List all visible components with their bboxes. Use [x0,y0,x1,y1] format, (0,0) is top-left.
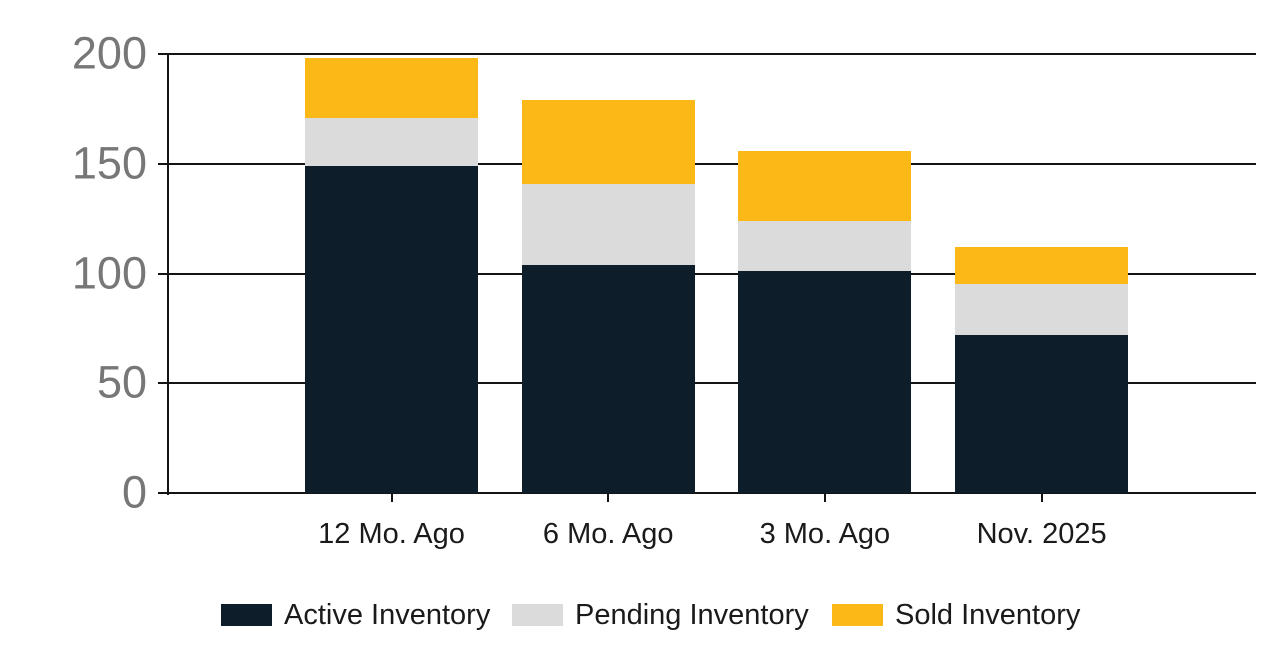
y-tick-50 [158,382,168,385]
legend: Active Inventory Pending Inventory Sold In… [0,600,1261,630]
bar-nov-2025 [955,247,1129,493]
legend-item-sold-inventory: Sold Inventory [832,600,1080,630]
x-axis-category-label: 3 Mo. Ago [759,518,891,550]
x-tick-6-mo-ago [607,493,610,502]
x-tick-nov-2025 [1040,493,1043,502]
plot-area [158,53,1256,502]
bar-segment-sold-inventory [955,247,1129,285]
legend-swatch-active-inventory [221,604,272,626]
legend-item-pending-inventory: Pending Inventory [512,600,809,630]
bar-segment-sold-inventory [521,100,695,184]
bar-segment-active-inventory [305,165,478,493]
bar-segment-sold-inventory [738,150,912,221]
bar-12-mo-ago [305,58,478,493]
y-tick-0 [158,492,168,494]
x-axis-category-label: 12 Mo. Ago [318,518,465,550]
bar-segment-active-inventory [955,334,1129,493]
y-axis-tick-label: 200 [71,27,147,79]
y-tick-100 [158,272,168,275]
x-axis-category-label: Nov. 2025 [976,518,1107,550]
gridline-0 [168,492,1256,494]
x-tick-3-mo-ago [823,493,826,502]
bar-segment-pending-inventory [305,117,478,166]
gridline-50 [168,382,1256,385]
y-axis-tick-label: 100 [71,247,147,299]
gridline-150 [168,162,1256,165]
bar-segment-pending-inventory [738,220,912,272]
legend-item-active-inventory: Active Inventory [221,600,490,630]
legend-swatch-sold-inventory [832,604,883,626]
legend-swatch-pending-inventory [512,604,563,626]
y-axis-tick-label: 0 [121,466,147,518]
bar-6-mo-ago [521,100,695,493]
y-axis-tick-label: 50 [96,356,147,408]
legend-label: Pending Inventory [575,598,809,631]
legend-label: Sold Inventory [895,598,1081,631]
y-tick-150 [158,162,168,165]
bar-segment-sold-inventory [305,58,478,118]
bar-segment-active-inventory [738,271,912,493]
bar-segment-active-inventory [521,264,695,493]
y-axis-line [167,54,169,495]
x-axis-category-label: 6 Mo. Ago [542,518,674,550]
gridline-100 [168,272,1256,275]
y-tick-200 [158,53,168,56]
bar-segment-pending-inventory [521,183,695,265]
legend-label: Active Inventory [284,598,491,631]
x-tick-12-mo-ago [390,493,393,502]
y-axis-tick-label: 150 [71,137,147,189]
bar-segment-pending-inventory [955,284,1129,335]
bar-3-mo-ago [738,150,912,493]
gridline-200 [168,53,1256,56]
